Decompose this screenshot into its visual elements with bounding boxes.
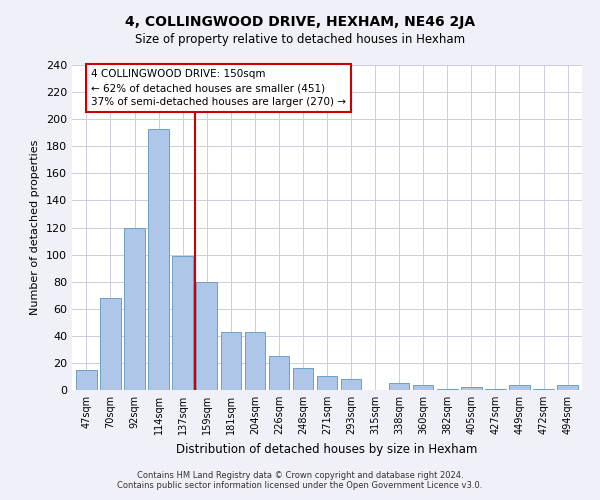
Bar bbox=[317, 376, 337, 390]
Bar bbox=[148, 128, 169, 390]
Bar bbox=[269, 356, 289, 390]
Bar bbox=[533, 388, 554, 390]
Text: 4 COLLINGWOOD DRIVE: 150sqm
← 62% of detached houses are smaller (451)
37% of se: 4 COLLINGWOOD DRIVE: 150sqm ← 62% of det… bbox=[91, 69, 346, 107]
Bar bbox=[341, 379, 361, 390]
Bar bbox=[196, 282, 217, 390]
Text: Size of property relative to detached houses in Hexham: Size of property relative to detached ho… bbox=[135, 32, 465, 46]
Bar bbox=[557, 384, 578, 390]
Bar bbox=[100, 298, 121, 390]
Y-axis label: Number of detached properties: Number of detached properties bbox=[31, 140, 40, 315]
Bar bbox=[293, 368, 313, 390]
Text: Contains HM Land Registry data © Crown copyright and database right 2024.
Contai: Contains HM Land Registry data © Crown c… bbox=[118, 470, 482, 490]
Text: 4, COLLINGWOOD DRIVE, HEXHAM, NE46 2JA: 4, COLLINGWOOD DRIVE, HEXHAM, NE46 2JA bbox=[125, 15, 475, 29]
Bar bbox=[389, 383, 409, 390]
Bar bbox=[461, 388, 482, 390]
Bar bbox=[437, 388, 458, 390]
Bar bbox=[509, 384, 530, 390]
Bar bbox=[413, 384, 433, 390]
Bar bbox=[76, 370, 97, 390]
Bar bbox=[245, 332, 265, 390]
Bar bbox=[221, 332, 241, 390]
X-axis label: Distribution of detached houses by size in Hexham: Distribution of detached houses by size … bbox=[176, 442, 478, 456]
Bar bbox=[124, 228, 145, 390]
Bar bbox=[172, 256, 193, 390]
Bar bbox=[485, 388, 506, 390]
